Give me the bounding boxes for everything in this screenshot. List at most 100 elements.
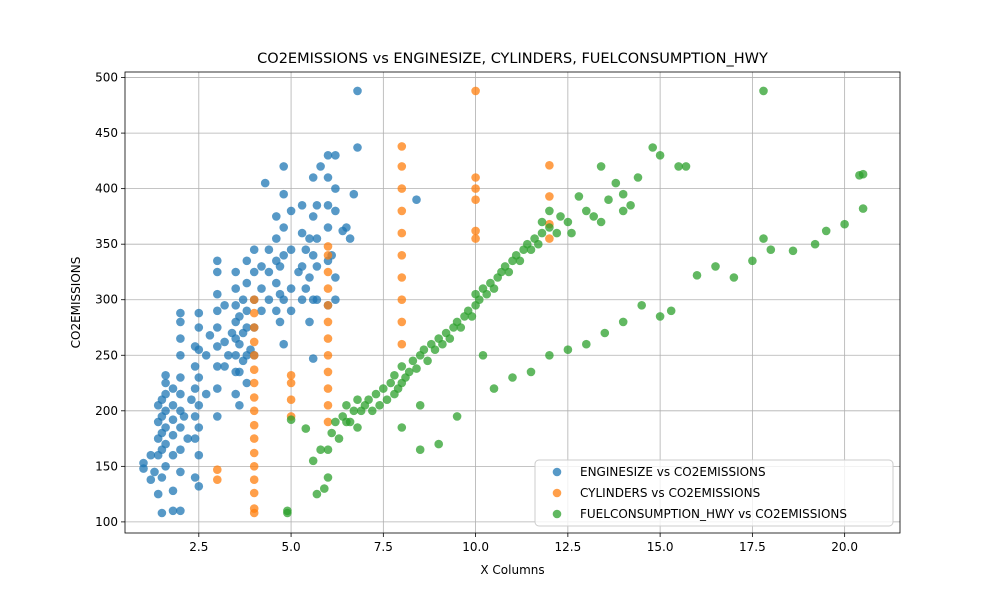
data-point <box>249 488 259 498</box>
data-point <box>397 273 407 282</box>
data-point <box>286 306 296 316</box>
data-point <box>545 206 554 216</box>
data-point <box>301 245 311 254</box>
data-point <box>397 339 407 349</box>
data-point <box>604 195 613 204</box>
data-point <box>331 151 340 160</box>
data-point <box>471 184 480 193</box>
data-point <box>190 434 200 443</box>
data-point <box>194 308 204 318</box>
data-point <box>858 204 868 213</box>
data-point <box>397 228 407 238</box>
data-point <box>249 351 259 360</box>
data-point <box>430 345 440 355</box>
data-point <box>249 337 259 347</box>
data-point <box>279 189 289 199</box>
data-point <box>231 389 240 399</box>
data-point <box>279 162 289 171</box>
data-point <box>161 378 170 388</box>
data-point <box>168 450 178 460</box>
data-point <box>242 278 252 288</box>
data-point <box>249 393 259 402</box>
data-point <box>190 473 200 482</box>
data-point <box>308 212 318 221</box>
data-point <box>419 345 429 355</box>
data-point <box>397 184 407 193</box>
data-point <box>349 406 359 416</box>
data-point <box>213 323 222 332</box>
data-point <box>249 245 259 254</box>
data-point <box>397 251 407 260</box>
data-point <box>545 161 554 170</box>
data-point <box>161 371 170 380</box>
data-point <box>456 323 466 332</box>
data-point <box>272 234 281 243</box>
data-point <box>323 201 333 210</box>
data-point <box>637 301 646 310</box>
data-point <box>618 206 628 216</box>
data-point <box>286 415 296 425</box>
data-point <box>323 284 333 293</box>
x-tick-label: 2.5 <box>189 540 208 554</box>
data-point <box>286 284 296 293</box>
y-tick-label: 500 <box>95 71 118 85</box>
data-point <box>526 367 536 377</box>
legend-box <box>534 459 894 527</box>
data-point <box>489 284 499 293</box>
data-point <box>312 262 322 271</box>
data-point <box>242 323 252 332</box>
data-point <box>249 378 259 388</box>
data-point <box>275 262 285 271</box>
data-point <box>312 201 322 210</box>
data-point <box>249 462 259 471</box>
data-point <box>589 212 598 221</box>
data-point <box>146 450 156 460</box>
data-point <box>249 434 259 443</box>
data-point <box>257 284 266 293</box>
data-point <box>308 251 318 260</box>
data-point <box>397 142 407 151</box>
data-point <box>242 306 252 316</box>
series-2 <box>213 86 554 518</box>
data-point <box>574 192 584 201</box>
data-point <box>168 486 178 496</box>
data-point <box>508 373 517 382</box>
data-point <box>176 351 185 360</box>
data-point <box>711 262 720 271</box>
data-point <box>563 217 573 227</box>
y-tick-label: 350 <box>95 237 118 251</box>
data-point <box>168 384 178 393</box>
data-point <box>408 356 418 366</box>
data-point <box>176 373 185 382</box>
data-point <box>482 289 492 299</box>
data-point <box>286 395 296 405</box>
data-point <box>213 289 222 299</box>
legend-label: ENGINESIZE vs CO2EMISSIONS <box>580 465 766 479</box>
data-point <box>596 217 606 227</box>
data-point <box>858 169 868 179</box>
data-point <box>161 462 170 471</box>
data-point <box>545 351 554 360</box>
data-point <box>353 395 362 405</box>
data-point <box>308 456 318 466</box>
data-point <box>283 506 292 516</box>
data-point <box>489 384 499 393</box>
data-point <box>238 295 248 305</box>
data-point <box>415 445 425 455</box>
data-point <box>323 384 333 393</box>
data-point <box>176 389 185 399</box>
data-point <box>323 473 333 482</box>
data-point <box>301 424 311 433</box>
data-point <box>213 475 222 485</box>
series-1 <box>139 86 421 518</box>
data-point <box>327 428 337 438</box>
data-point <box>545 223 554 232</box>
data-point <box>249 504 259 513</box>
data-point <box>235 367 244 377</box>
x-tick-label: 20.0 <box>831 540 858 554</box>
data-point <box>161 423 170 432</box>
data-point <box>176 445 185 455</box>
x-tick-label: 5.0 <box>282 540 301 554</box>
data-point <box>438 339 447 349</box>
data-point <box>194 323 204 332</box>
